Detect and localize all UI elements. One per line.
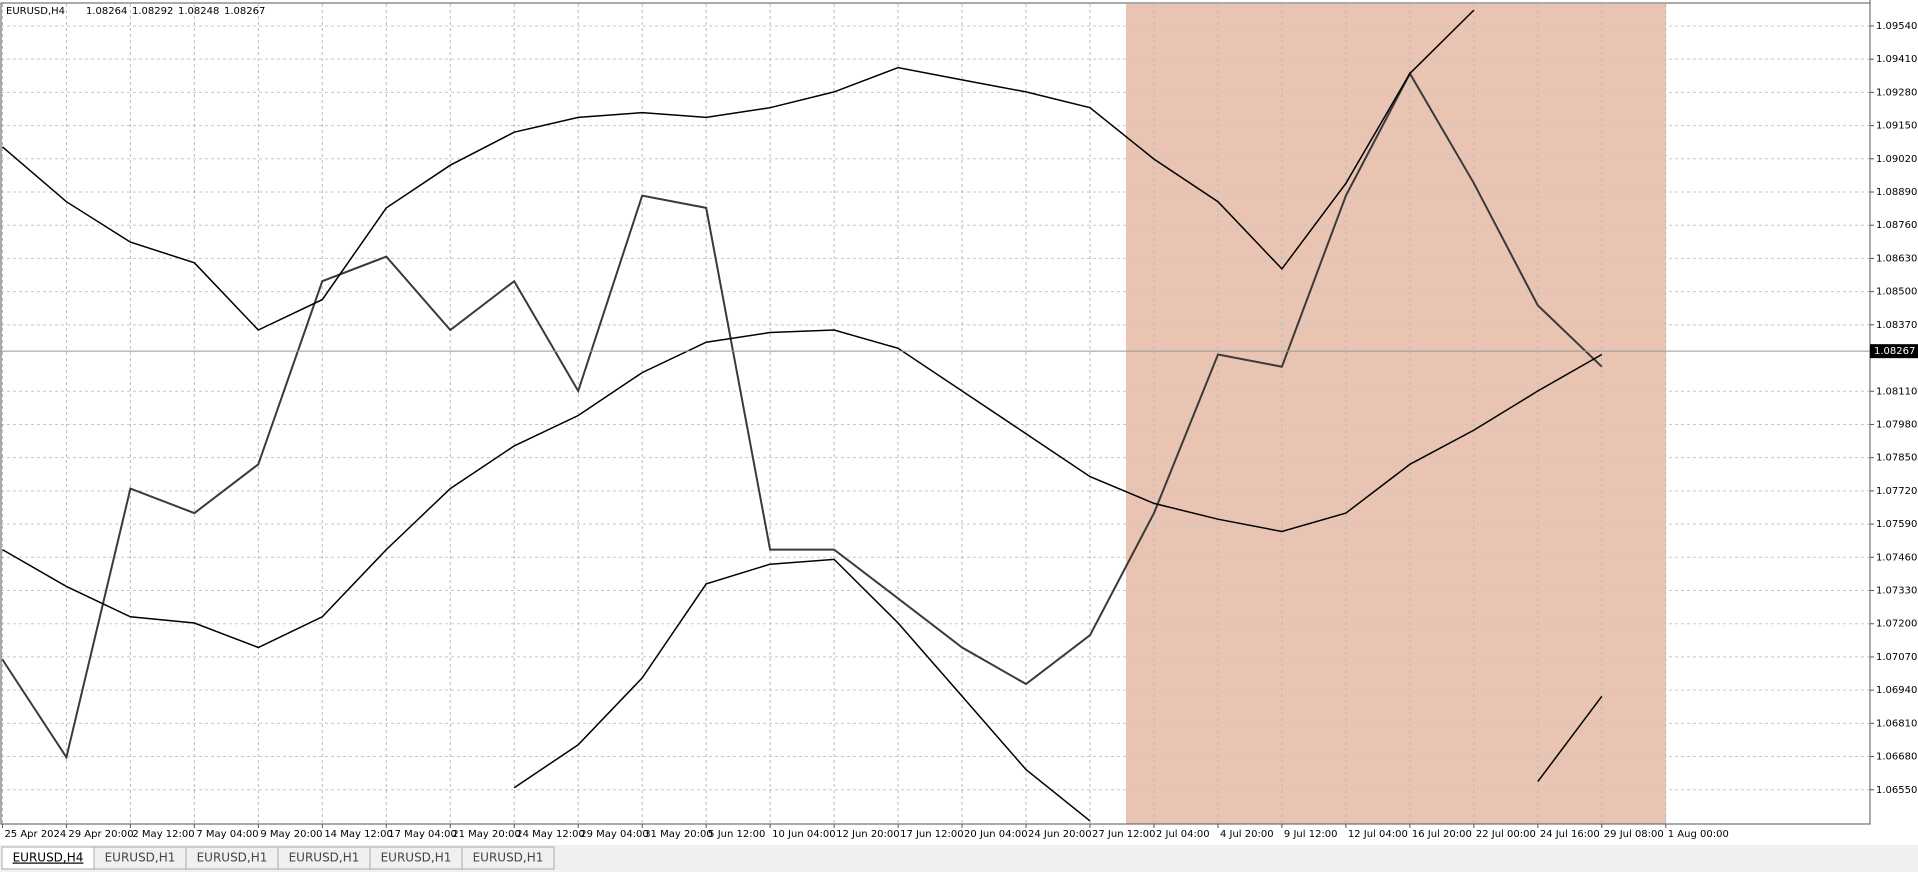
- x-tick-label: 29 Apr 20:00: [68, 829, 133, 840]
- y-tick-label: 1.08500: [1876, 287, 1917, 298]
- y-tick-label: 1.07460: [1876, 552, 1917, 563]
- y-tick-label: 1.06680: [1876, 752, 1917, 763]
- ohlc-open: 1.08264: [86, 6, 127, 17]
- y-tick-label: 1.07850: [1876, 453, 1917, 464]
- y-tick-label: 1.06550: [1876, 785, 1917, 796]
- ohlc-close: 1.08267: [224, 6, 265, 17]
- x-tick-label: 24 Jul 16:00: [1540, 829, 1600, 840]
- y-tick-label: 1.09020: [1876, 154, 1917, 165]
- x-tick-label: 2 May 12:00: [132, 829, 194, 840]
- x-tick-label: 7 May 04:00: [196, 829, 258, 840]
- band-line: [513, 558, 1603, 822]
- x-tick-label: 25 Apr 2024: [4, 829, 66, 840]
- x-tick-label: 5 Jun 12:00: [708, 829, 765, 840]
- last-price-label: 1.08267: [1874, 346, 1915, 357]
- x-tick-label: 12 Jul 04:00: [1348, 829, 1408, 840]
- tab-label[interactable]: EURUSD,H1: [197, 851, 268, 865]
- ohlc-high: 1.08292: [132, 6, 173, 17]
- y-tick-label: 1.09150: [1876, 121, 1917, 132]
- tab-label[interactable]: EURUSD,H1: [289, 851, 360, 865]
- y-tick-label: 1.07330: [1876, 586, 1917, 597]
- y-tick-label: 1.06810: [1876, 718, 1917, 729]
- price-line: [1, 71, 1603, 760]
- ohlc-low: 1.08248: [178, 6, 219, 17]
- y-tick-label: 1.08110: [1876, 386, 1917, 397]
- x-tick-label: 9 May 20:00: [260, 829, 322, 840]
- symbol: EURUSD,H4: [6, 6, 65, 17]
- y-tick-label: 1.09540: [1876, 21, 1917, 32]
- x-tick-label: 24 Jun 20:00: [1028, 829, 1092, 840]
- highlight-zone: [1126, 4, 1666, 824]
- x-tick-label: 16 Jul 20:00: [1412, 829, 1472, 840]
- tab-label[interactable]: EURUSD,H1: [105, 851, 176, 865]
- x-tick-label: 21 May 20:00: [452, 829, 521, 840]
- plot: [1, 7, 1870, 822]
- x-tick-label: 17 May 04:00: [388, 829, 457, 840]
- last-price-box: [1870, 344, 1918, 359]
- y-tick-label: 1.08630: [1876, 253, 1917, 264]
- x-tick-label: 22 Jul 00:00: [1476, 829, 1536, 840]
- x-tick-label: 1 Aug 00:00: [1668, 829, 1729, 840]
- tabs: EURUSD,H4 EURUSD,H1 EURUSD,H1 EURUSD,H1 EURU…: [1, 846, 555, 870]
- y-tick-label: 1.08890: [1876, 187, 1917, 198]
- band-line: [2, 329, 1603, 649]
- y-tick-label: 1.07070: [1876, 652, 1917, 663]
- y-tick-label: 1.09280: [1876, 87, 1917, 98]
- x-tick-label: 29 Jul 08:00: [1604, 829, 1664, 840]
- y-tick-label: 1.08760: [1876, 220, 1917, 231]
- x-tick-label: 20 Jun 04:00: [964, 829, 1028, 840]
- x-tick-label: 31 May 20:00: [644, 829, 713, 840]
- grid: [1, 4, 1870, 824]
- y-tick-label: 1.07200: [1876, 619, 1917, 630]
- y-tick-label: 1.06940: [1876, 685, 1917, 696]
- tab-label[interactable]: EURUSD,H1: [473, 851, 544, 865]
- x-tick-label: 29 May 04:00: [580, 829, 649, 840]
- x-tick-label: 9 Jul 12:00: [1284, 829, 1338, 840]
- x-tick-label: 2 Jul 04:00: [1156, 829, 1210, 840]
- x-tick-label: 24 May 12:00: [516, 829, 585, 840]
- x-tick-label: 12 Jun 20:00: [836, 829, 900, 840]
- tab[interactable]: [461, 846, 555, 870]
- y-tick-label: 1.07590: [1876, 519, 1917, 530]
- x-tick-label: 27 Jun 12:00: [1092, 829, 1156, 840]
- y-tick-label: 1.07980: [1876, 419, 1917, 430]
- y-tick-label: 1.09410: [1876, 54, 1917, 65]
- y-tick-label: 1.08370: [1876, 320, 1917, 331]
- y-tick-label: 1.07720: [1876, 486, 1917, 497]
- x-tick-label: 14 May 12:00: [324, 829, 393, 840]
- x-tick-label: 10 Jun 04:00: [772, 829, 836, 840]
- x-tick-label: 17 Jun 12:00: [900, 829, 964, 840]
- chart-header: EURUSD,H4 1.08264 1.08292 1.08248 1.0826…: [6, 6, 265, 17]
- tab-label[interactable]: EURUSD,H4: [13, 851, 84, 865]
- tab-label[interactable]: EURUSD,H1: [381, 851, 452, 865]
- x-tick-label: 4 Jul 20:00: [1220, 829, 1274, 840]
